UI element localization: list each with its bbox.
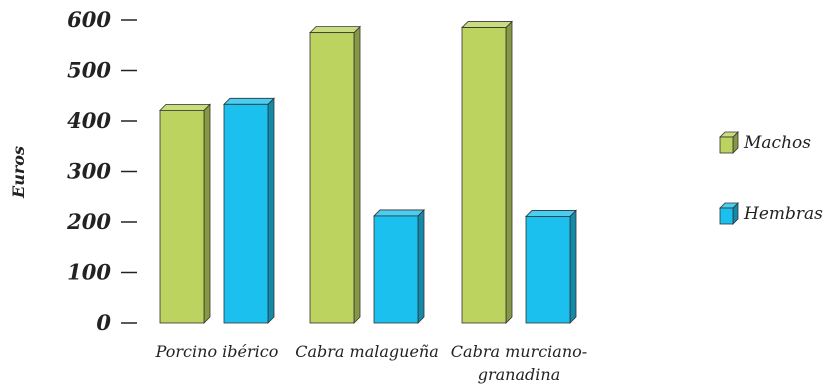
legend-label: Hembras [743,204,823,224]
bar-top [525,210,577,217]
y-tick-label: 0 [96,310,111,335]
bar-side [203,103,211,324]
legend-swatch [719,207,734,225]
bar-front [309,32,355,324]
bar-front [525,216,571,324]
legend-swatch [719,136,734,154]
bar-side [417,208,425,324]
bar-side [353,25,361,324]
bar-hembras [373,208,425,324]
y-tick-label: 400 [67,108,111,133]
bar-top [373,209,425,217]
bar-side [267,97,275,324]
category-label: Cabra murciano-granadina [451,342,587,384]
bar-group [159,20,577,324]
x-axis-labels: Porcino ibérico Cabra malagueña Cabra murc… [155,342,588,384]
bar-hembras [223,97,275,324]
bar-machos [461,20,513,324]
legend-item-hembras: Hembras [719,202,823,225]
bar-front [159,109,205,324]
category-label: Cabra malagueña [295,342,439,361]
y-tick-label: 200 [66,209,111,234]
category-label: Porcino ibérico [155,342,279,361]
bar-top [461,21,513,28]
y-tick-label: 500 [67,58,111,83]
bar-machos [309,25,361,324]
bar-machos [159,103,211,324]
bar-top [309,26,361,34]
y-tick-label: 100 [67,260,111,285]
y-axis-label: Euros [9,146,28,199]
bar-front [373,215,419,324]
y-tick-label: 600 [67,7,111,32]
bar-side [569,209,577,324]
y-axis: 0 100 200 300 400 500 600 [66,7,137,335]
legend-item-machos: Machos [719,131,811,154]
legend-label: Machos [743,133,811,153]
bar-front [461,27,507,324]
bar-side [505,20,513,324]
bar-front [223,103,269,324]
bar-hembras [525,209,577,324]
y-tick-label: 300 [67,159,111,184]
bar-top [159,103,211,111]
bar-top [223,97,275,105]
legend: Machos Hembras [719,131,823,225]
